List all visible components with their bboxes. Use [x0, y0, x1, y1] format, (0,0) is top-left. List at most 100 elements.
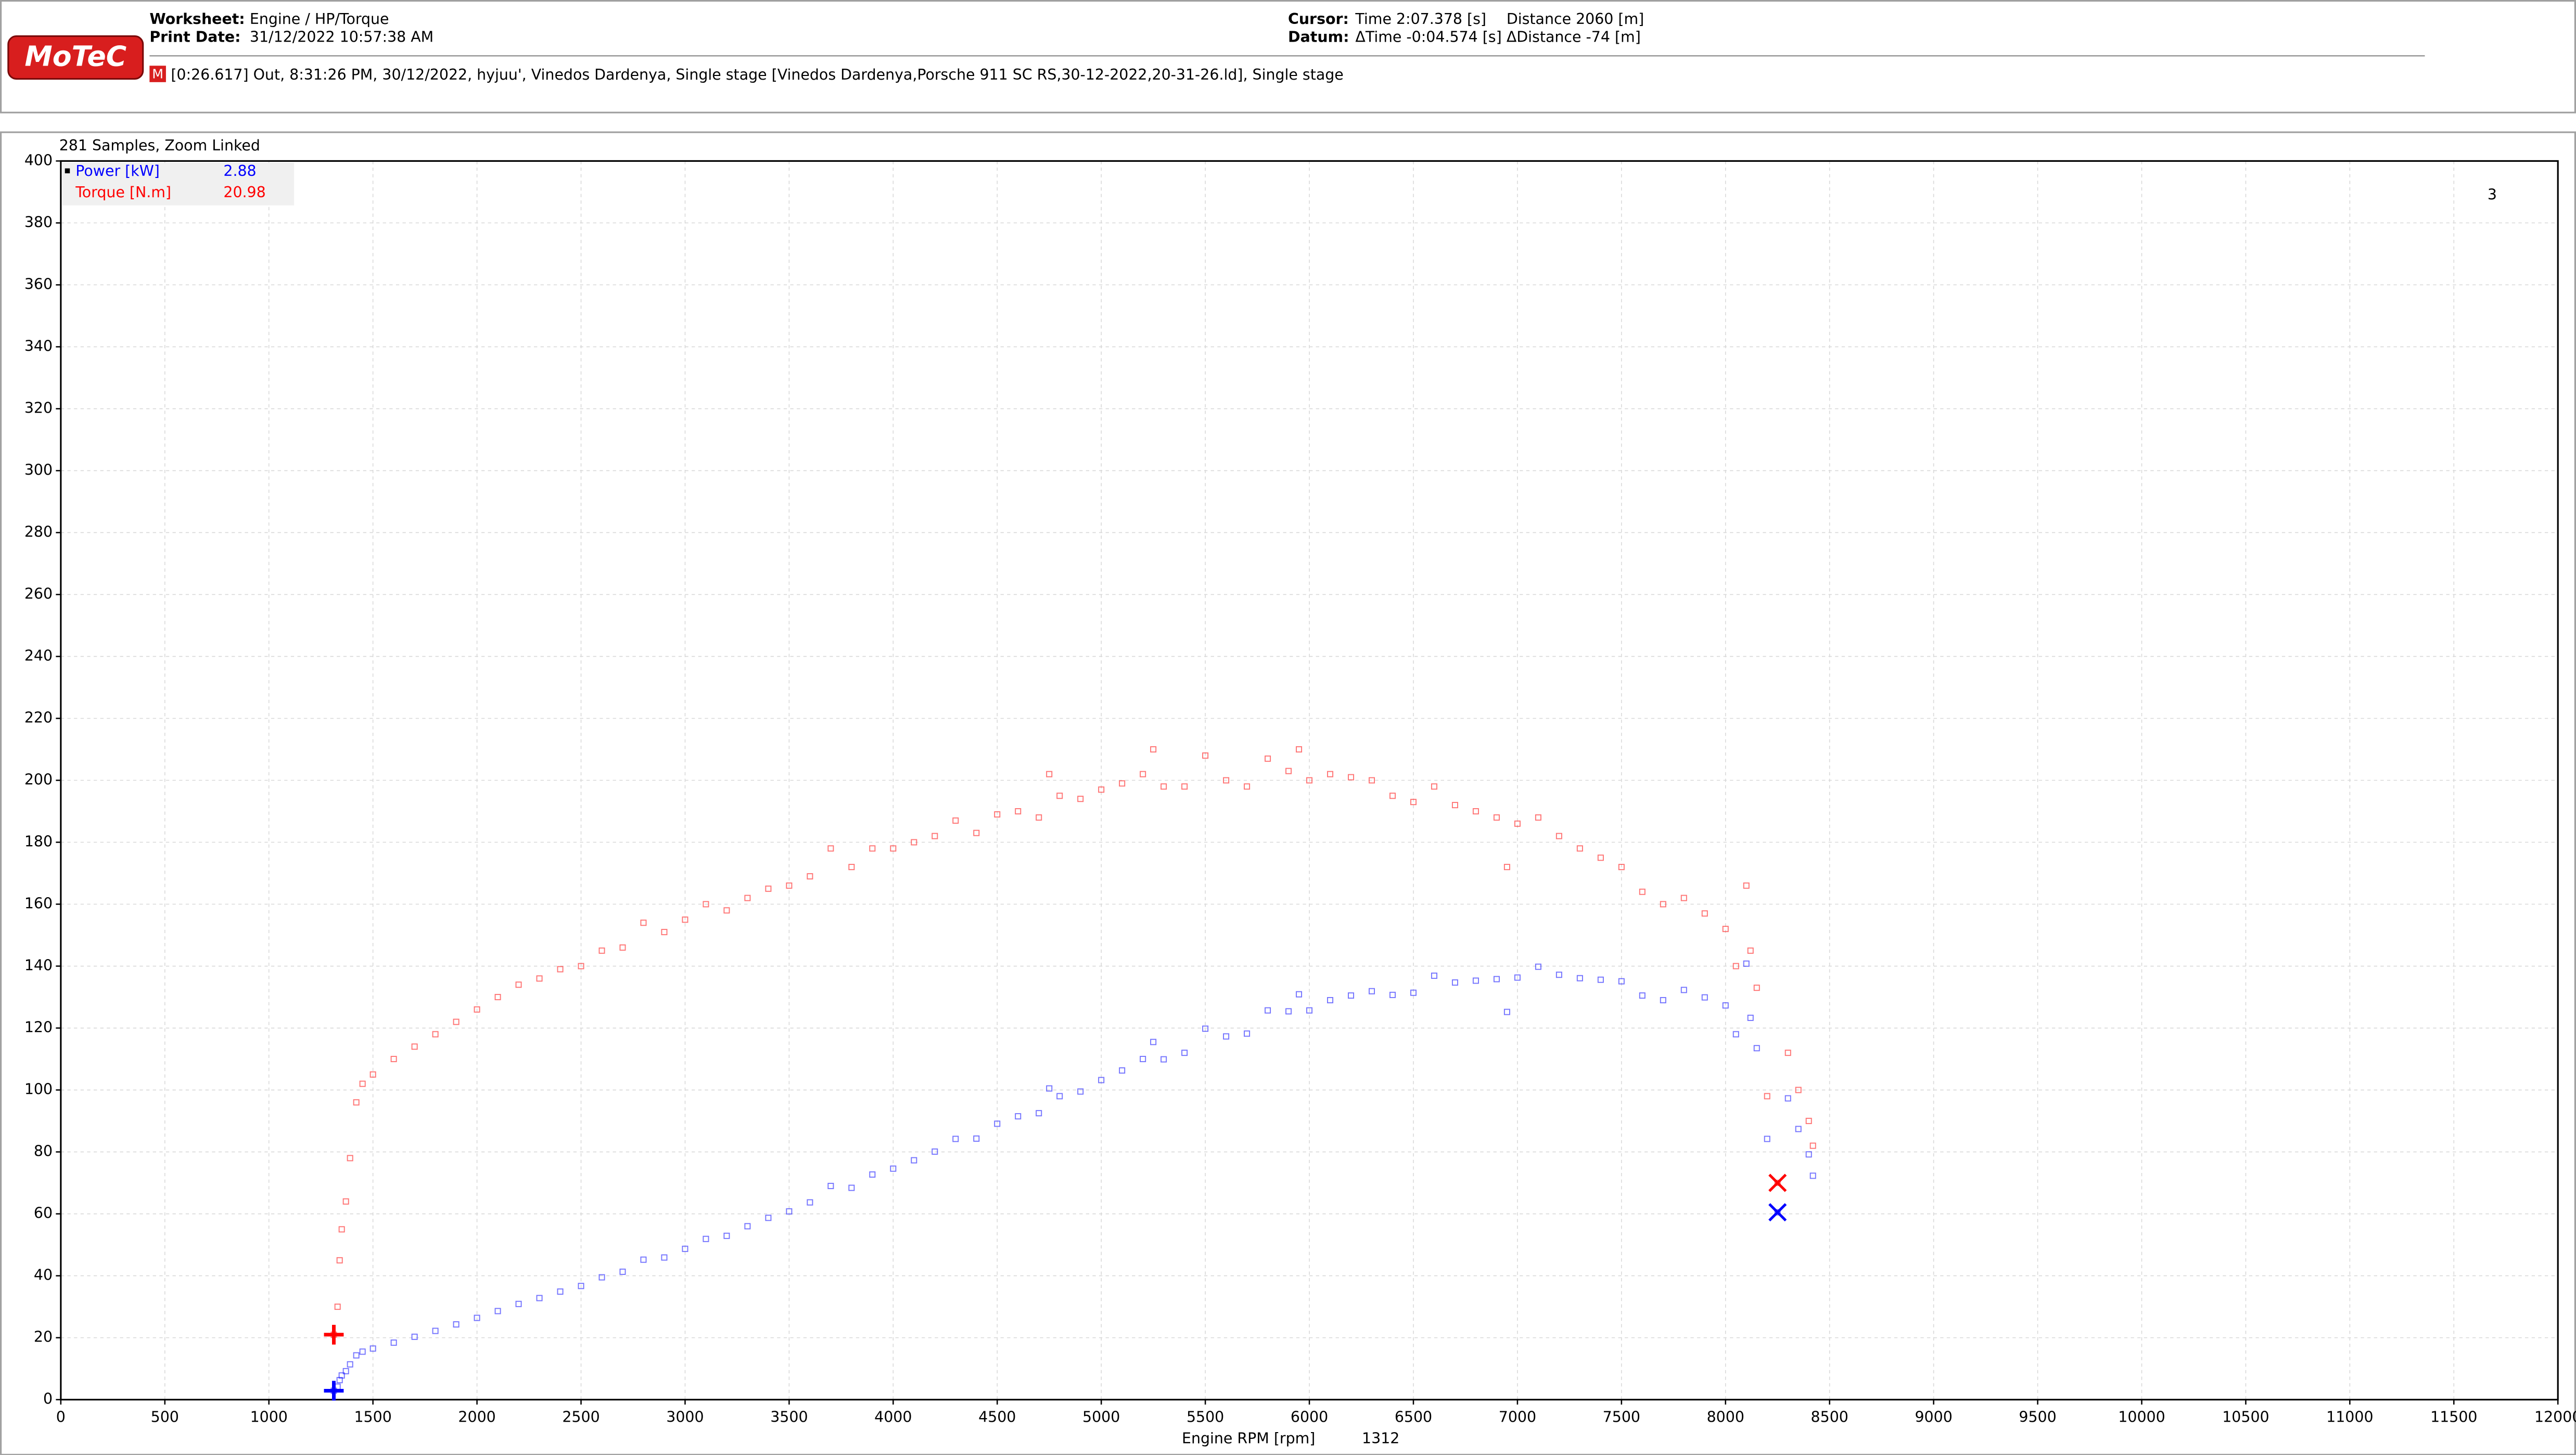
point [994, 811, 1001, 818]
session-icon-box [149, 66, 166, 82]
point [336, 1257, 343, 1263]
point [1795, 1126, 1802, 1132]
point [1431, 972, 1437, 979]
point [1493, 814, 1500, 821]
plot: 0 20 40 60 80 100 120 140 160 180 200 220 240 260 280 3… [24, 151, 2576, 1425]
point [1535, 963, 1541, 970]
point [765, 885, 772, 892]
point [1306, 777, 1313, 784]
x-tick-label: 0 [56, 1408, 66, 1425]
point [1774, 1180, 1781, 1186]
point [1743, 960, 1750, 967]
y-tick-label: 320 [24, 399, 53, 416]
x-tick-label: 4000 [874, 1408, 912, 1425]
point [1805, 1151, 1812, 1158]
point [1503, 1009, 1510, 1015]
point [619, 944, 626, 951]
point [1576, 975, 1583, 981]
point [1223, 777, 1230, 784]
point [1747, 947, 1754, 954]
point [557, 966, 564, 973]
point [1618, 978, 1625, 985]
y-tick-label: 280 [24, 523, 53, 540]
y-tick-label: 400 [24, 151, 53, 169]
point [807, 1199, 813, 1206]
point [1077, 796, 1084, 802]
point [1098, 1077, 1105, 1083]
chart-title: 281 Samples, Zoom Linked [59, 137, 260, 154]
x-tick-label: 4500 [978, 1408, 1016, 1425]
point [1784, 1095, 1791, 1102]
worksheet-label: Worksheet: [149, 10, 245, 28]
point [598, 947, 605, 954]
point [598, 1274, 605, 1281]
point [1410, 989, 1417, 996]
point [890, 1165, 897, 1172]
point [369, 1071, 376, 1078]
point [1660, 901, 1666, 908]
legend-bullet [65, 168, 70, 174]
x-tick-label: 10000 [2118, 1408, 2165, 1425]
point [474, 1314, 480, 1321]
chart-panel [0, 131, 2576, 1455]
x-tick-label: 7000 [1499, 1408, 1536, 1425]
point [494, 994, 501, 1001]
point [1451, 979, 1458, 986]
point [723, 907, 730, 914]
point [932, 833, 938, 839]
y-tick-label: 360 [24, 275, 53, 292]
point [338, 1372, 345, 1379]
point [578, 1283, 584, 1290]
point [1285, 768, 1292, 774]
x-tick-label: 11500 [2430, 1408, 2477, 1425]
y-tick-label: 180 [24, 833, 53, 850]
legend-box [62, 162, 295, 206]
point [1514, 974, 1521, 981]
point [1327, 771, 1334, 777]
point [1747, 1014, 1754, 1021]
point [1296, 746, 1303, 752]
point [1389, 991, 1396, 998]
point [890, 845, 897, 852]
point [1389, 793, 1396, 799]
x-tick-label: 8000 [1707, 1408, 1744, 1425]
point [1660, 997, 1666, 1003]
y-tick-label: 140 [24, 957, 53, 974]
point [744, 1223, 751, 1230]
point [353, 1099, 360, 1106]
point [1722, 1002, 1729, 1009]
point [1285, 1008, 1292, 1015]
point [1369, 777, 1375, 784]
y-tick-label: 100 [24, 1081, 53, 1098]
point [1809, 1172, 1816, 1179]
cursor-time: Time 2:07.378 [s] [1355, 10, 1486, 28]
point [703, 1235, 709, 1242]
point [390, 1056, 397, 1063]
x-tick-label: 2500 [562, 1408, 600, 1425]
point [932, 1148, 938, 1155]
point [1296, 991, 1303, 998]
point [1150, 746, 1157, 752]
point [1140, 1056, 1146, 1063]
logo: MoTeC [24, 40, 126, 73]
point [744, 895, 751, 901]
point [1774, 1209, 1781, 1216]
point [494, 1308, 501, 1314]
point [1150, 1039, 1157, 1045]
print-date: 31/12/2022 10:57:38 AM [250, 29, 433, 46]
point [1077, 1088, 1084, 1095]
point [1535, 814, 1541, 821]
point [474, 1006, 480, 1013]
point [342, 1368, 349, 1374]
point [703, 901, 709, 908]
point [1046, 1085, 1053, 1092]
point [1597, 976, 1604, 983]
point [1410, 799, 1417, 806]
x-tick-label: 6000 [1291, 1408, 1328, 1425]
legend-value: 2.88 [223, 162, 256, 180]
point [1036, 814, 1042, 821]
point [1472, 808, 1479, 814]
point [1202, 1025, 1209, 1032]
point [1784, 1050, 1791, 1056]
y-tick-label: 0 [43, 1390, 53, 1408]
